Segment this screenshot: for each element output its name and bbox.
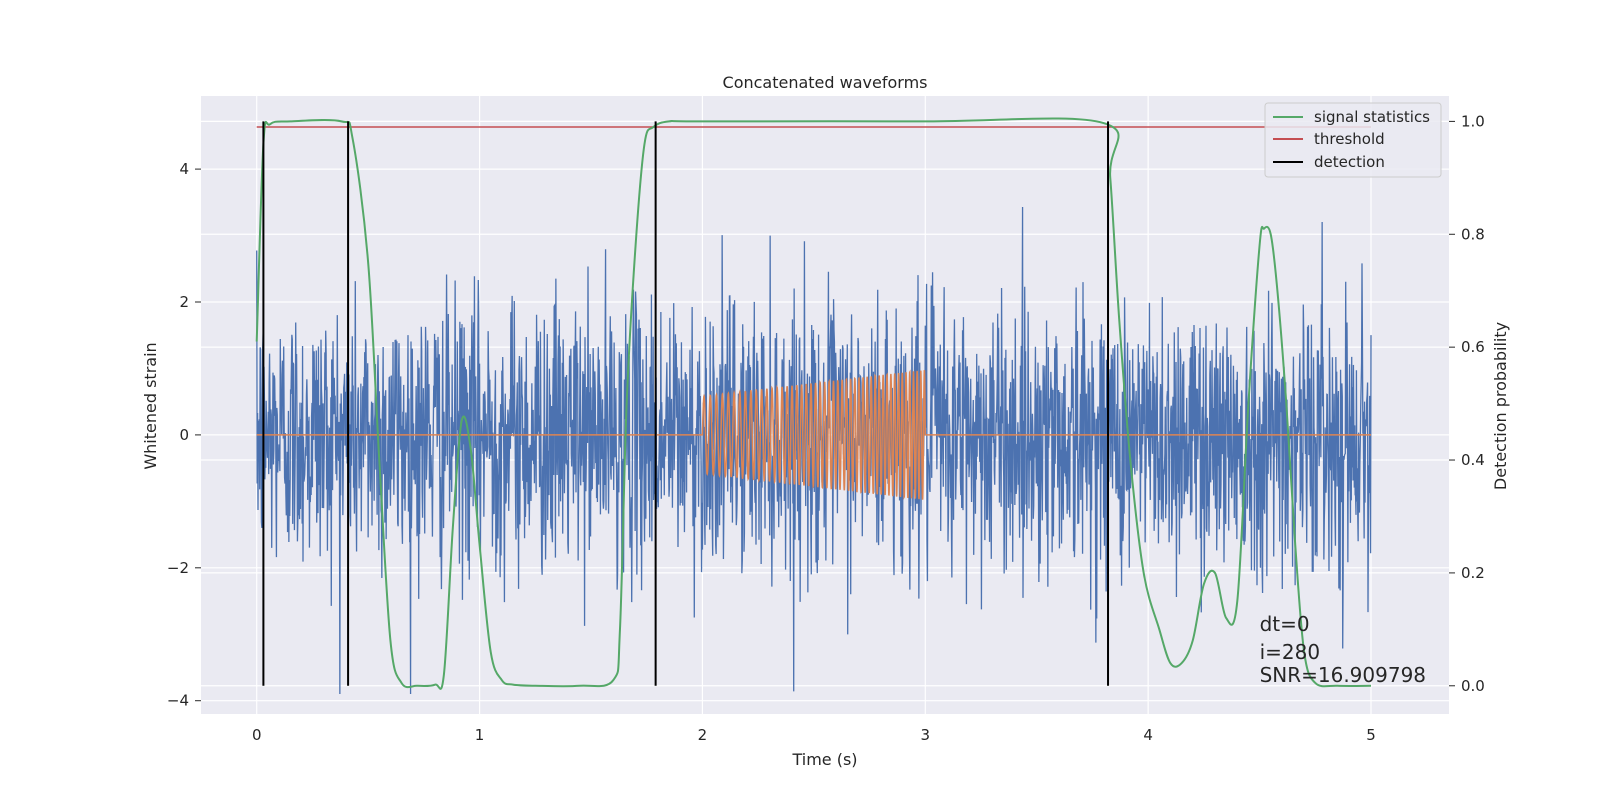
y-tick-label-left: 4 xyxy=(179,160,189,178)
legend-label-threshold: threshold xyxy=(1314,130,1385,148)
injected-waveform-line xyxy=(256,369,1371,500)
y-tick-label-left: −4 xyxy=(167,692,189,710)
x-tick-label: 0 xyxy=(252,726,262,744)
x-axis-label: Time (s) xyxy=(791,750,857,769)
y-tick-label-right: 0.2 xyxy=(1461,564,1485,582)
x-tick-label: 1 xyxy=(475,726,485,744)
annotation-text: dt=0 xyxy=(1260,612,1310,636)
y-tick-label-left: −2 xyxy=(167,559,189,577)
chart-title: Concatenated waveforms xyxy=(723,73,928,92)
legend-box xyxy=(1264,102,1442,178)
legend: signal statistics threshold detection xyxy=(1264,102,1442,178)
y-axis-label-left: Whitened strain xyxy=(141,342,160,469)
y-tick-label-right: 0.4 xyxy=(1461,451,1485,469)
x-tick-label: 3 xyxy=(921,726,931,744)
y-tick-label-right: 0.8 xyxy=(1461,225,1485,243)
y-tick-label-right: 1.0 xyxy=(1461,112,1485,130)
legend-label-signal-statistics: signal statistics xyxy=(1314,108,1430,126)
annotation-text: i=280 xyxy=(1260,640,1321,664)
legend-label-detection: detection xyxy=(1314,153,1385,171)
y-tick-label-right: 0.6 xyxy=(1461,338,1485,356)
x-tick-label: 2 xyxy=(698,726,708,744)
y-tick-label-left: 2 xyxy=(179,293,189,311)
y-axis-label-right: Detection probability xyxy=(1491,322,1510,490)
signal-statistics-line xyxy=(255,117,1372,690)
tick-layer: 0 1 2 3 4 5 −4 −2 0 2 4 0.0 0.2 0.4 0.6 0.8 1.0 xyxy=(167,112,1485,744)
data-layer xyxy=(255,117,1372,695)
y-tick-label-right: 0.0 xyxy=(1461,677,1485,695)
x-tick-label: 4 xyxy=(1143,726,1153,744)
x-tick-label: 5 xyxy=(1366,726,1376,744)
y-tick-label-left: 0 xyxy=(179,426,189,444)
annotation-text: SNR=16.909798 xyxy=(1260,663,1426,687)
